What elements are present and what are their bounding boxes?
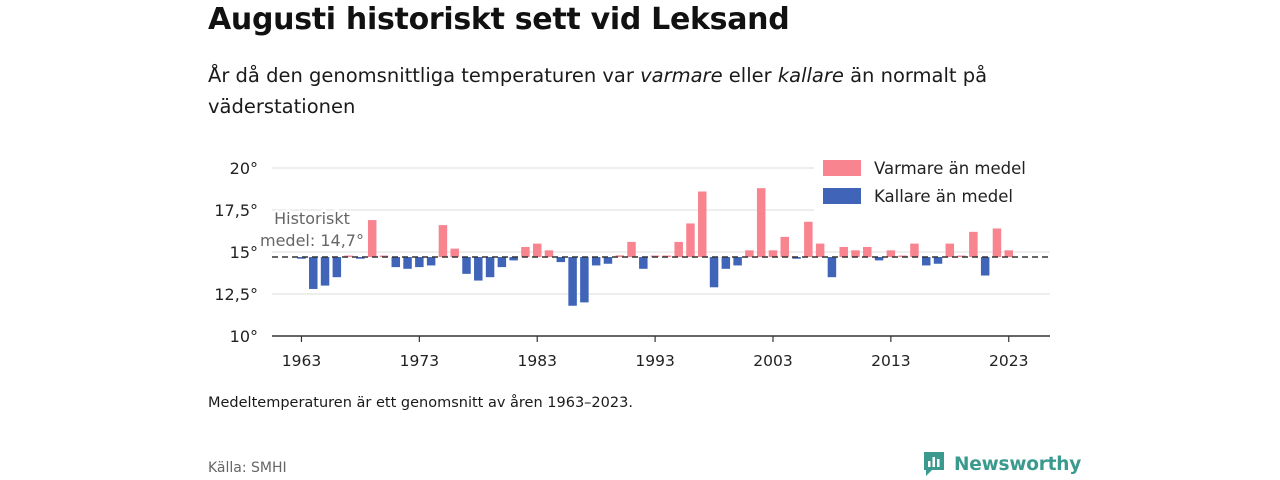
bar-warm	[544, 250, 554, 258]
bar-cold	[921, 257, 931, 266]
y-tick-label: 20°	[230, 159, 258, 178]
bar-cold	[485, 257, 495, 278]
bar-cold	[603, 257, 613, 264]
bar-warm	[1004, 250, 1013, 258]
legend-label-warm: Varmare än medel	[874, 159, 1026, 178]
subtitle-part-2: eller	[722, 64, 778, 87]
footnote: Medeltemperaturen är ett genomsnitt av å…	[208, 395, 633, 411]
bar-cold	[733, 257, 742, 266]
subtitle-cold-word: kallare	[777, 64, 844, 87]
legend-swatch-cold	[823, 188, 861, 204]
bar-cold	[792, 257, 801, 259]
bar-cold	[403, 257, 412, 269]
bar-cold	[933, 257, 943, 264]
bar-warm	[969, 231, 978, 258]
x-tick-label: 1983	[518, 352, 557, 370]
bar-warm	[674, 241, 683, 258]
newsworthy-logo: Newsworthy	[922, 450, 1081, 478]
bar-cold	[639, 257, 648, 269]
subtitle-part-3: än normalt på väderstationen	[208, 64, 988, 118]
bar-cold	[591, 257, 601, 266]
y-tick-label: 17,5°	[214, 201, 258, 220]
bar-cold	[356, 257, 365, 259]
bar-cold	[415, 257, 424, 268]
baseline-label-halo: medel: 14,7°	[260, 231, 364, 250]
bar-warm	[851, 250, 860, 258]
bar-warm	[532, 243, 542, 258]
bar-warm	[804, 221, 813, 258]
bar-cold	[297, 257, 306, 259]
bar-cold	[474, 257, 483, 281]
bar-cold	[391, 257, 401, 268]
y-tick-label: 10°	[230, 327, 258, 346]
bar-cold	[509, 257, 518, 261]
bar-warm	[768, 250, 778, 258]
bar-cold	[320, 257, 330, 286]
bar-cold	[462, 257, 471, 274]
bar-warm	[780, 236, 790, 258]
bar-cold	[332, 257, 342, 278]
chart-title: Augusti historiskt sett vid Leksand	[208, 2, 790, 37]
bar-cold	[874, 257, 884, 261]
bar-cold	[568, 257, 577, 306]
bar-warm	[886, 250, 896, 258]
x-tick-label: 2003	[753, 352, 792, 370]
bar-cold	[556, 257, 566, 263]
bar-warm	[839, 246, 848, 258]
x-tick-label: 1973	[400, 352, 439, 370]
subtitle-part-1: År då den genomsnittliga temperaturen va…	[208, 64, 641, 87]
bar-warm	[992, 228, 1002, 258]
bar-warm	[450, 248, 459, 258]
bar-warm	[379, 255, 389, 258]
bar-warm	[815, 243, 825, 258]
x-tick-label: 1993	[635, 352, 674, 370]
source-label: Källa: SMHI	[208, 460, 287, 476]
bar-warm	[756, 188, 766, 258]
x-tick-label: 2023	[989, 352, 1028, 370]
bar-cold	[827, 257, 837, 278]
bar-warm	[650, 255, 660, 258]
bar-warm	[686, 223, 695, 258]
x-tick-label: 2013	[871, 352, 910, 370]
bar-cold	[580, 257, 589, 303]
baseline-label: Historiskt	[274, 209, 350, 228]
bar-warm	[745, 250, 754, 258]
bar-warm	[367, 220, 377, 258]
baseline-label: medel: 14,7°	[260, 231, 364, 250]
bar-warm	[344, 255, 353, 258]
legend-swatch-warm	[823, 160, 861, 176]
brand-name: Newsworthy	[954, 453, 1082, 475]
bar-warm	[615, 255, 624, 258]
bar-cold	[497, 257, 507, 268]
bar-warm	[898, 255, 907, 258]
bar-warm	[627, 241, 636, 258]
bar-warm	[957, 255, 966, 258]
bar-warm	[863, 246, 872, 258]
bar-warm	[698, 191, 707, 258]
subtitle-warm-word: varmare	[640, 64, 723, 87]
bar-warm	[438, 225, 448, 258]
bar-warm	[521, 246, 530, 258]
y-tick-label: 12,5°	[214, 285, 258, 304]
baseline-label-halo: Historiskt	[274, 209, 350, 228]
x-tick-label: 1963	[282, 352, 321, 370]
bar-cold	[309, 257, 318, 289]
bar-cold	[709, 257, 719, 288]
chart-subtitle: År då den genomsnittliga temperaturen va…	[208, 60, 1048, 122]
y-tick-label: 15°	[230, 243, 258, 262]
bar-warm	[945, 243, 955, 258]
bar-warm	[662, 255, 672, 258]
bar-warm	[910, 243, 919, 258]
legend-label-cold: Kallare än medel	[874, 187, 1013, 206]
newsworthy-logo-icon	[924, 452, 944, 476]
bar-cold	[721, 257, 731, 269]
bar-cold	[980, 257, 990, 276]
bar-cold	[426, 257, 436, 266]
